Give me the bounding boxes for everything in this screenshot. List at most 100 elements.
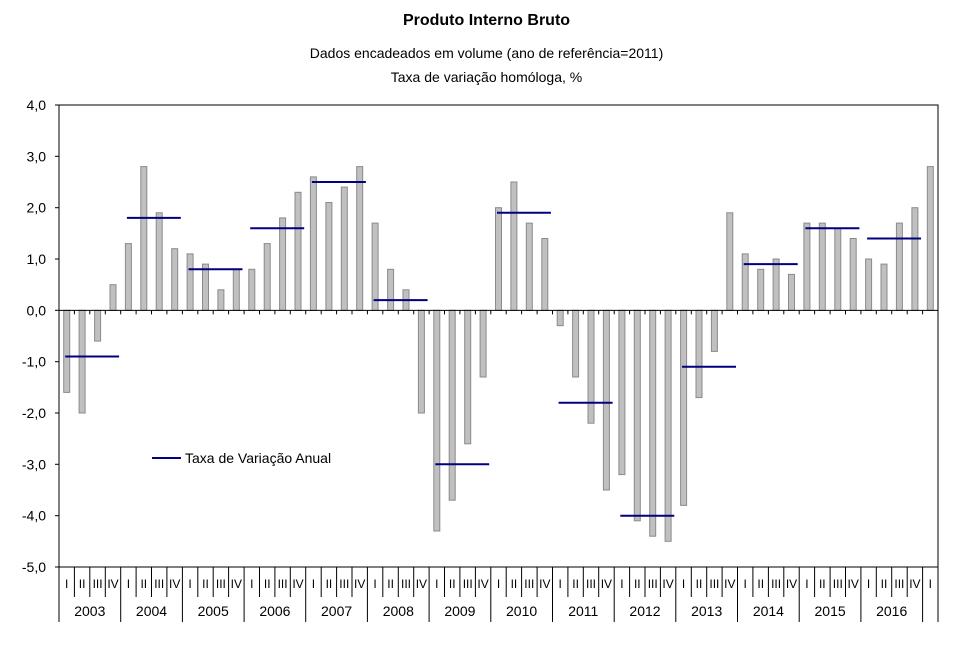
bar	[140, 166, 148, 311]
chart-title: Produto Interno Bruto	[402, 12, 571, 29]
bar	[803, 222, 811, 311]
annual-lines-group	[65, 181, 921, 517]
year-label: 2014	[753, 603, 784, 619]
bars-group	[63, 166, 934, 542]
year-label: 2003	[74, 603, 105, 619]
bar	[371, 222, 379, 311]
bar	[849, 238, 857, 311]
quarter-label: I	[127, 577, 130, 591]
bar	[556, 309, 564, 327]
y-tick-labels: 4,0 3,0 2,0 1,0 0,0 -1,0 -2,0 -3,0 -4,0 -5,0	[22, 97, 46, 575]
quarter-label: II	[819, 577, 826, 591]
quarter-label: I	[867, 577, 870, 591]
bar	[171, 248, 179, 311]
quarter-label: II	[757, 577, 764, 591]
bar	[695, 309, 703, 399]
bar	[309, 176, 317, 311]
year-label: 2010	[506, 603, 537, 619]
bar	[94, 309, 102, 342]
bar	[186, 253, 194, 311]
bar	[417, 309, 425, 414]
quarter-label: I	[435, 577, 438, 591]
quarter-label: IV	[477, 577, 488, 591]
year-label: 2004	[136, 603, 167, 619]
quarter-label: III	[154, 577, 164, 591]
bar	[78, 309, 86, 414]
year-label: 2009	[444, 603, 475, 619]
quarter-label: II	[881, 577, 888, 591]
quarter-label: I	[620, 577, 623, 591]
bar	[710, 309, 718, 352]
bar	[155, 212, 163, 311]
quarter-label: II	[634, 577, 641, 591]
quarter-label: I	[929, 577, 932, 591]
quarter-label: II	[264, 577, 271, 591]
year-label: 2008	[383, 603, 414, 619]
quarter-label: III	[709, 577, 719, 591]
y-tick-label: 0,0	[27, 302, 47, 318]
bar	[741, 253, 749, 311]
y-tick-label: 2,0	[27, 200, 47, 216]
year-label: 2012	[629, 603, 660, 619]
quarter-label: III	[278, 577, 288, 591]
bar	[263, 243, 271, 311]
quarter-label: III	[463, 577, 473, 591]
quarter-label: I	[188, 577, 191, 591]
bar	[649, 309, 657, 537]
bar	[865, 258, 873, 311]
bar	[880, 263, 888, 311]
bar	[63, 309, 71, 393]
bar	[541, 238, 549, 311]
year-label: 2016	[876, 603, 907, 619]
quarter-label: I	[559, 577, 562, 591]
y-tick-label: 4,0	[27, 97, 47, 113]
year-label: 2013	[691, 603, 722, 619]
quarter-label: III	[524, 577, 534, 591]
y-tick-label: -3,0	[22, 456, 46, 472]
quarter-label: I	[682, 577, 685, 591]
y-tick-label: 3,0	[27, 148, 47, 164]
bar	[680, 309, 688, 506]
quarter-label: II	[326, 577, 333, 591]
bar	[911, 207, 919, 311]
year-label: 2007	[321, 603, 352, 619]
bar	[587, 309, 595, 424]
bar	[464, 309, 472, 445]
quarter-label: I	[65, 577, 68, 591]
year-label: 2006	[259, 603, 290, 619]
bar	[618, 309, 626, 476]
quarter-label: III	[586, 577, 596, 591]
plot-frame	[58, 104, 939, 568]
quarter-label: I	[312, 577, 315, 591]
y-tick-label: -1,0	[22, 354, 46, 370]
chart-subtitle-2: Taxa de variação homóloga, %	[390, 69, 583, 85]
bar	[248, 268, 256, 311]
bar	[232, 268, 240, 311]
bar	[895, 222, 903, 311]
bar	[124, 243, 132, 311]
bar	[510, 181, 518, 311]
quarter-label: I	[250, 577, 253, 591]
quarter-label: IV	[724, 577, 735, 591]
quarter-label: IV	[848, 577, 859, 591]
quarter-label: III	[216, 577, 226, 591]
x-axis-labels: I II III IV I II III IV I II III IV I II III IV I II III IV…	[58, 567, 939, 622]
quarter-label: II	[79, 577, 86, 591]
quarter-label: IV	[292, 577, 303, 591]
bar	[479, 309, 487, 378]
bar	[834, 227, 842, 311]
quarter-label: III	[401, 577, 411, 591]
bar	[788, 273, 795, 311]
quarter-label: IV	[909, 577, 920, 591]
bar	[433, 309, 441, 532]
bar	[340, 186, 348, 311]
quarter-label: IV	[231, 577, 242, 591]
quarter-label: II	[449, 577, 456, 591]
quarter-label: IV	[662, 577, 673, 591]
quarter-label: III	[833, 577, 843, 591]
quarter-label: II	[202, 577, 209, 591]
quarter-label: IV	[416, 577, 427, 591]
bar	[294, 191, 302, 311]
legend: Taxa de Variação Anual	[152, 450, 331, 466]
